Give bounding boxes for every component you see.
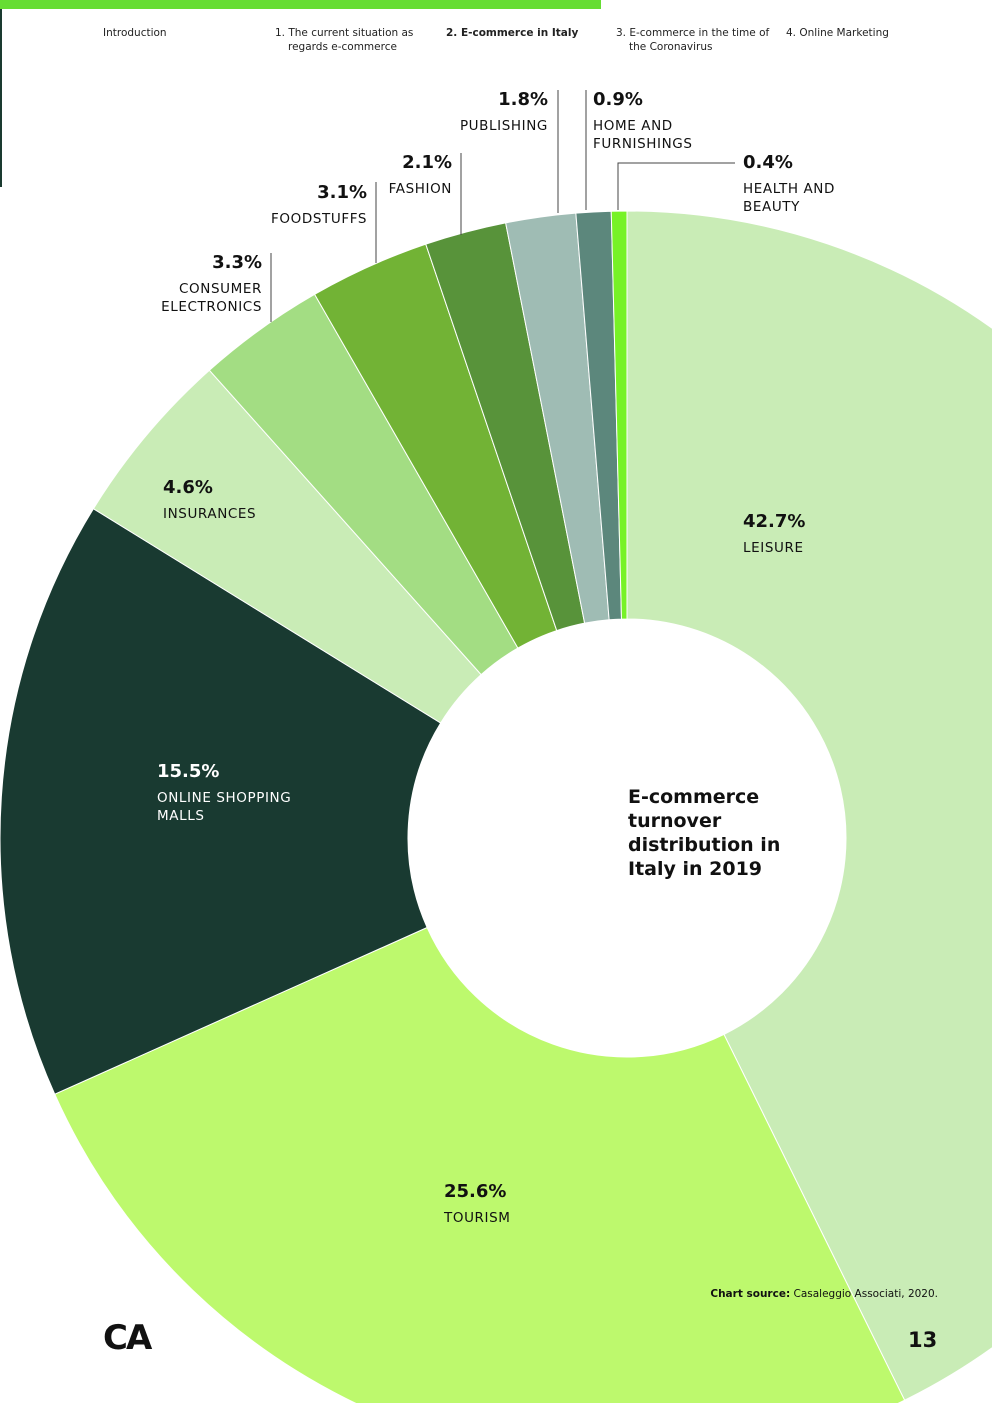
slice-value-fashion: 2.1% [402,152,452,173]
nav-item-introduction[interactable]: Introduction [103,26,167,40]
nav-item-label: Introduction [103,27,167,39]
nav-item-label-line2: regards e-commerce [288,41,397,53]
slice-label-insurances: INSURANCES [163,506,256,522]
top-accent-bar [0,0,601,9]
nav-item-current-situation[interactable]: 1. The current situation as regards e-co… [275,26,413,54]
nav-item-label: 3. E-commerce in the time of [616,27,770,39]
nav-item-coronavirus[interactable]: 3. E-commerce in the time of the Coronav… [616,26,769,54]
chart-title: E-commerce turnover distribution in Ital… [628,786,781,880]
slice-tourism [54,926,906,1403]
nav-item-label: 4. Online Marketing [786,27,889,39]
nav-item-label-line2: the Coronavirus [629,41,713,53]
chart-source: Chart source: Casaleggio Associati, 2020… [710,1288,938,1300]
sidebar-accent-line [0,9,2,187]
slice-health-beauty [610,210,628,620]
slice-value-consumer-electronics: 3.3% [212,252,262,273]
ca-logo: CA [103,1318,152,1358]
nav-item-ecommerce-italy[interactable]: 2. E-commerce in Italy [446,26,578,40]
leader-lines [270,90,735,322]
slice-value-tourism: 25.6% [444,1181,506,1202]
nav-item-online-marketing[interactable]: 4. Online Marketing [786,26,889,40]
donut-slices [0,210,992,1403]
slice-value-foodstuffs: 3.1% [317,182,367,203]
slice-leisure [626,210,992,1401]
slice-label-online-shopping-malls: ONLINE SHOPPING MALLS [157,790,291,824]
page-number: 13 [908,1328,938,1352]
top-navigation: Introduction 1. The current situation as… [0,26,992,66]
slice-labels: 42.7% LEISURE 25.6% TOURISM 15.5% ONLINE SHOP… [157,89,835,1226]
slice-value-health-beauty: 0.4% [743,152,793,173]
slice-label-foodstuffs: FOODSTUFFS [271,211,367,227]
slice-value-insurances: 4.6% [163,477,213,498]
slice-label-tourism: TOURISM [443,1210,511,1226]
slice-label-publishing: PUBLISHING [460,118,548,134]
nav-item-label: 2. E-commerce in Italy [446,27,579,39]
slice-value-leisure: 42.7% [743,511,805,532]
slice-label-health-beauty: HEALTH AND BEAUTY [743,181,835,215]
slice-value-online-shopping-malls: 15.5% [157,761,219,782]
leader-health-beauty [617,162,735,210]
chart-source-prefix: Chart source: [710,1288,791,1300]
slice-label-home-furnishings: HOME AND FURNISHINGS [593,118,693,152]
slice-label-fashion: FASHION [389,181,452,197]
slice-value-publishing: 1.8% [498,89,548,110]
slice-label-leisure: LEISURE [743,540,804,556]
slice-label-consumer-electronics: CONSUMER ELECTRONICS [161,281,262,315]
chart-source-text: Casaleggio Associati, 2020. [793,1288,939,1300]
nav-item-label: 1. The current situation as [275,27,414,39]
slice-value-home-furnishings: 0.9% [593,89,643,110]
